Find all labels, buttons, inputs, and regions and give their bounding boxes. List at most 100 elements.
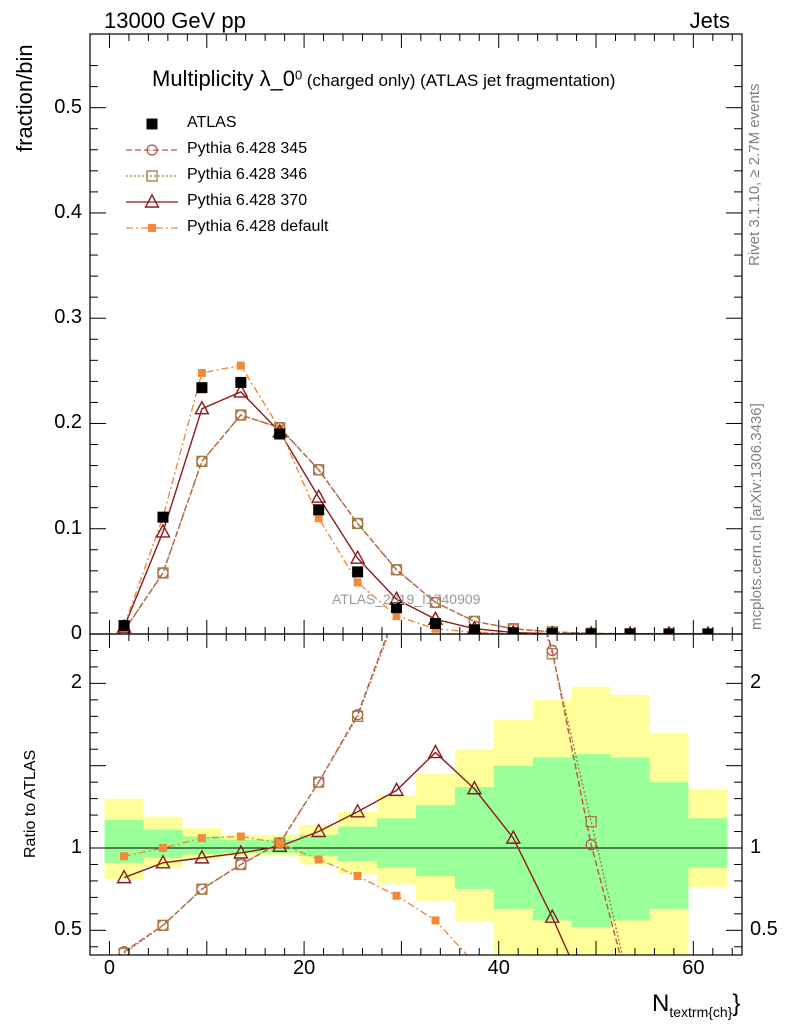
y-tick-label-ratio-right: 2 (750, 671, 762, 694)
ratio-point-p346 (196, 883, 208, 895)
main-point-p346 (390, 564, 403, 576)
y-tick-label-main: 0 (70, 622, 82, 644)
main-point-p346 (351, 517, 364, 530)
ratio-point-p346 (313, 776, 325, 788)
legend-label-pdefault: Pythia 6.428 default (187, 218, 329, 235)
main-point-p370 (311, 488, 327, 503)
ratio-point-p346 (157, 919, 169, 932)
main-point-atlas (624, 628, 636, 634)
main-point-atlas (702, 628, 714, 634)
band-inner-bin (377, 818, 416, 868)
plot-title: Multiplicity λ_00 (charged only) (ATLAS … (152, 66, 615, 92)
y-tick-label-main: 0.4 (54, 200, 82, 223)
ratio-uncertainty-bands (104, 686, 728, 955)
main-point-atlas (352, 566, 364, 578)
legend-marker-p346 (146, 170, 158, 182)
main-point-atlas (196, 382, 208, 394)
main-point-atlas (468, 624, 480, 634)
y-tick-label-main: 0.1 (54, 516, 82, 539)
watermark: ATLAS_2019_I1740909 (332, 591, 481, 607)
y-tick-label-ratio-left: 2 (70, 671, 82, 694)
y-axis-label-ratio: Ratio to ATLAS (22, 749, 39, 858)
rivet-label: Rivet 3.1.10, ≥ 2.7M events (746, 83, 763, 267)
ratio-point-p370 (349, 803, 366, 818)
main-point-atlas (157, 511, 169, 523)
y-tick-label-main: 0.2 (54, 411, 82, 434)
main-point-p346 (196, 455, 208, 468)
main-point-atlas (235, 376, 247, 388)
y-tick-label-main: 0.3 (54, 306, 82, 329)
band-inner-bin (416, 805, 455, 876)
main-point-pdefault (353, 578, 362, 587)
reference-label: mcplots.cern.ch [arXiv:1306.3436] (748, 403, 765, 630)
main-point-pdefault (392, 612, 401, 621)
y-tick-label-ratio-left: 0.5 (54, 918, 82, 941)
main-point-p345 (196, 455, 208, 468)
ratio-line-p370 (123, 751, 570, 955)
y-tick-label-ratio-right: 1 (750, 836, 762, 858)
main-point-atlas (585, 628, 597, 634)
ratio-point-pdefault (275, 839, 284, 848)
legend-markers (126, 118, 178, 232)
ratio-frame (89, 633, 743, 956)
legend-label-p346: Pythia 6.428 346 (187, 166, 308, 183)
y-tick-label-ratio-left: 1 (70, 836, 82, 858)
ratio-point-p370 (194, 849, 210, 864)
ratio-point-p370 (233, 844, 249, 859)
legend-marker-p345 (146, 144, 158, 156)
band-inner-bin (182, 836, 222, 855)
ratio-point-p370 (466, 780, 483, 795)
x-axis-label-tail: } (732, 990, 741, 1017)
ratio-point-p370 (388, 781, 405, 797)
axis-ticks (90, 34, 742, 955)
ratio-point-p370 (155, 854, 171, 869)
ratio-point-pdefault (120, 852, 129, 861)
main-point-p370 (233, 383, 249, 398)
x-axis-label-main: N (652, 990, 670, 1017)
band-inner-bin (610, 757, 650, 921)
main-point-p370 (155, 523, 171, 538)
main-point-atlas (118, 620, 130, 632)
main-point-atlas (546, 628, 558, 634)
ratio-point-p370 (544, 908, 560, 923)
x-tick-label: 60 (682, 957, 705, 979)
band-inner-bin (143, 829, 183, 858)
ratio-point-p370 (427, 744, 444, 759)
ratio-point-p370 (311, 823, 327, 838)
main-point-pdefault (314, 514, 323, 523)
legend-label-atlas: ATLAS (187, 114, 237, 131)
x-tick-label: 20 (292, 957, 316, 979)
ratio-point-pdefault (392, 891, 401, 900)
main-point-p370 (194, 400, 210, 415)
plot-frames (89, 33, 743, 956)
ratio-series-markers (116, 644, 597, 955)
main-point-atlas (429, 617, 441, 629)
ratio-point-p345 (585, 839, 597, 851)
ratio-point-pdefault (353, 871, 362, 880)
y-tick-label-ratio-right: 0.5 (750, 918, 778, 941)
ratio-point-p346 (546, 648, 558, 660)
x-axis-label-sub: textrm{ch} (669, 1003, 733, 1020)
title-superscript: 0 (295, 67, 303, 83)
band-inner-bin (338, 826, 378, 862)
main-point-p346 (157, 567, 169, 579)
main-point-p346 (429, 596, 442, 609)
band-inner-bin (649, 782, 689, 909)
ratio-point-p346 (585, 816, 597, 828)
band-inner-bin (571, 754, 611, 928)
ratio-point-pdefault (431, 916, 440, 925)
main-point-atlas (391, 602, 403, 614)
ratio-point-pdefault (158, 844, 167, 852)
main-point-p346 (313, 464, 325, 476)
main-point-p370 (349, 549, 366, 564)
energy-label: 13000 GeV pp (104, 8, 246, 33)
x-axis-label: Ntextrm{ch}} (652, 990, 740, 1020)
main-series-markers (116, 361, 714, 634)
title-main: Multiplicity λ_0 (152, 66, 296, 91)
legend-marker-pdefault (148, 224, 156, 232)
band-inner-bin (532, 757, 572, 921)
ratio-point-pdefault (197, 834, 206, 843)
main-point-atlas (507, 627, 519, 634)
ratio-point-pdefault (314, 855, 323, 864)
